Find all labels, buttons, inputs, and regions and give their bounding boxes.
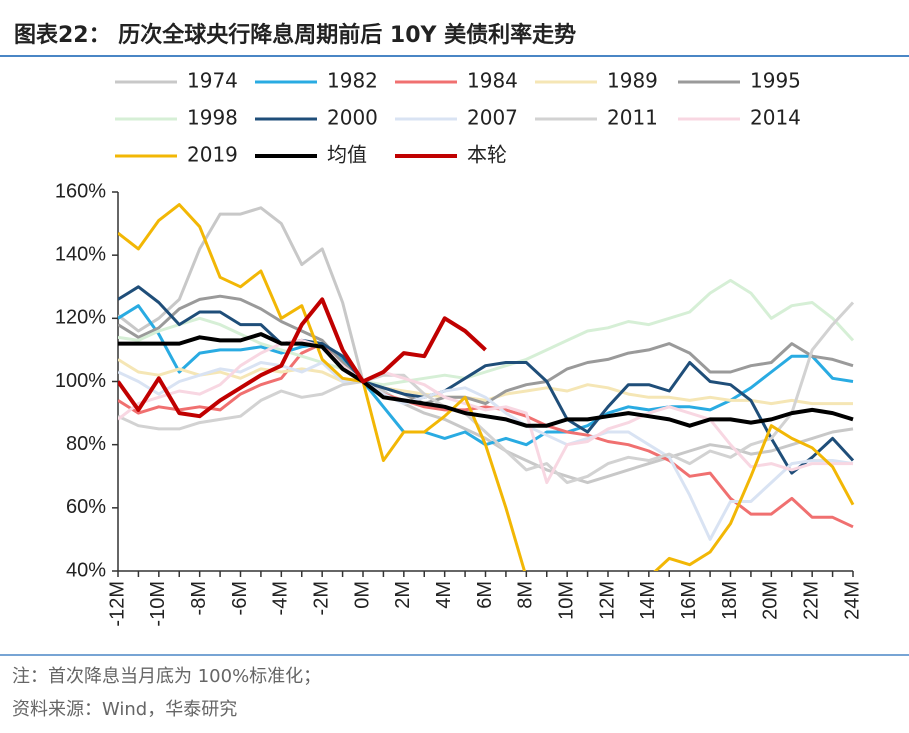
series-line: [118, 361, 854, 541]
series-line: [118, 342, 854, 529]
y-tick-label: 100%: [55, 370, 106, 392]
legend-label: 1974: [187, 69, 238, 93]
source: 资料来源：Wind，华泰研究: [12, 699, 237, 720]
legend-label: 2000: [327, 106, 378, 130]
x-tick-label: 18M: [719, 581, 741, 620]
legend-label: 1984: [467, 69, 518, 93]
x-tick-label: -12M: [106, 581, 128, 627]
x-tick-label: -10M: [147, 581, 169, 627]
series-line: [118, 278, 855, 387]
x-tick-label: 4M: [433, 581, 455, 609]
x-tick-label: -8M: [188, 581, 210, 615]
x-tick-label: -6M: [229, 581, 251, 615]
y-tick-label: 40%: [66, 559, 106, 581]
legend-label: 2007: [467, 106, 518, 130]
series-line: [118, 338, 853, 485]
x-tick-label: 8M: [515, 581, 537, 609]
x-tick-label: -2M: [310, 581, 332, 615]
chart-title: 图表22： 历次全球央行降息周期前后 10Y 美债利率走势: [14, 22, 576, 48]
legend-label: 2011: [607, 106, 658, 130]
x-tick-label: 2M: [392, 581, 414, 609]
x-tick-label: 22M: [800, 581, 822, 620]
legend-label: 1998: [187, 106, 238, 130]
series-line: [118, 332, 854, 428]
x-tick-label: 20M: [760, 581, 782, 620]
legend-label: 均值: [327, 143, 367, 167]
y-tick-label: 160%: [55, 180, 106, 202]
legend-label: 2019: [187, 143, 238, 167]
y-tick-label: 120%: [55, 307, 106, 329]
series-line: [118, 203, 855, 571]
x-tick-label: 0M: [351, 581, 373, 609]
x-tick-label: 24M: [841, 581, 863, 620]
legend-label: 本轮: [467, 143, 507, 167]
y-tick-label: 60%: [66, 496, 106, 518]
series-line: [118, 301, 855, 485]
series-line: [118, 297, 487, 419]
y-tick-label: 140%: [55, 243, 106, 265]
series-line: [118, 206, 854, 485]
legend-label: 2014: [750, 106, 801, 130]
x-tick-label: 10M: [555, 581, 577, 620]
legend-label: 1995: [750, 69, 801, 93]
x-tick-label: 16M: [678, 581, 700, 620]
x-tick-label: 12M: [596, 581, 618, 620]
series-line: [118, 294, 854, 406]
series-line: [118, 285, 855, 475]
x-tick-label: -4M: [270, 581, 292, 615]
x-tick-label: 6M: [474, 581, 496, 609]
legend-label: 1989: [607, 69, 658, 93]
plot-area: [118, 203, 855, 571]
note: 注：首次降息当月底为 100%标准化；: [12, 666, 321, 687]
y-tick-label: 80%: [66, 433, 106, 455]
x-tick-label: 14M: [637, 581, 659, 620]
legend-label: 1982: [327, 69, 378, 93]
series-line: [118, 358, 853, 406]
